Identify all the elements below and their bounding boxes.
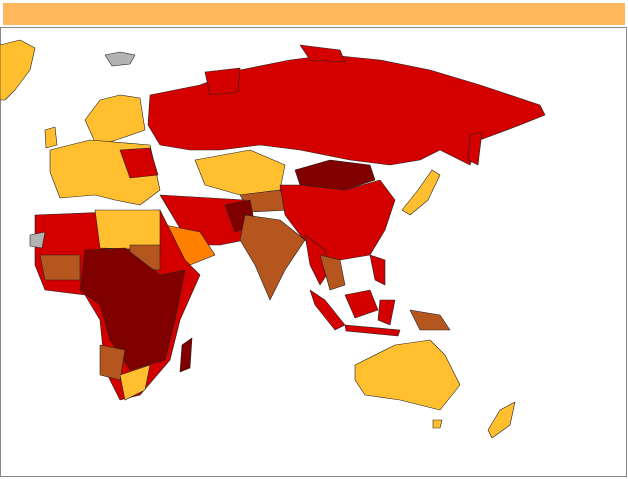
region bbox=[84, 94, 146, 143]
region bbox=[119, 147, 159, 179]
region bbox=[409, 309, 451, 331]
region bbox=[204, 67, 241, 96]
map-frame bbox=[0, 27, 627, 477]
region bbox=[239, 214, 306, 301]
region bbox=[159, 194, 246, 246]
region bbox=[304, 234, 331, 286]
region bbox=[401, 169, 441, 216]
region bbox=[104, 51, 136, 67]
region bbox=[344, 324, 401, 337]
region bbox=[39, 254, 81, 281]
region bbox=[94, 209, 161, 251]
region bbox=[0, 39, 36, 101]
region bbox=[79, 247, 186, 371]
region bbox=[344, 289, 379, 319]
region bbox=[432, 419, 443, 429]
countries bbox=[0, 39, 546, 439]
header-bar bbox=[3, 3, 625, 25]
region bbox=[377, 299, 396, 326]
region bbox=[29, 231, 46, 249]
region bbox=[119, 364, 151, 401]
region bbox=[369, 254, 386, 286]
region bbox=[487, 401, 516, 439]
region bbox=[354, 339, 461, 411]
region bbox=[194, 149, 286, 196]
region bbox=[44, 126, 58, 149]
region bbox=[299, 44, 346, 63]
region bbox=[467, 131, 483, 166]
region bbox=[319, 254, 346, 291]
region bbox=[179, 337, 193, 373]
region bbox=[99, 344, 126, 381]
region bbox=[309, 289, 346, 331]
